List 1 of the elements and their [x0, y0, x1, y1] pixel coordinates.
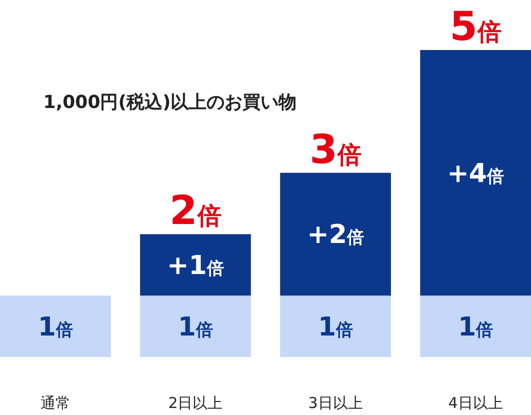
- title: 1,000円(税込)以上のお買い物: [43, 92, 297, 113]
